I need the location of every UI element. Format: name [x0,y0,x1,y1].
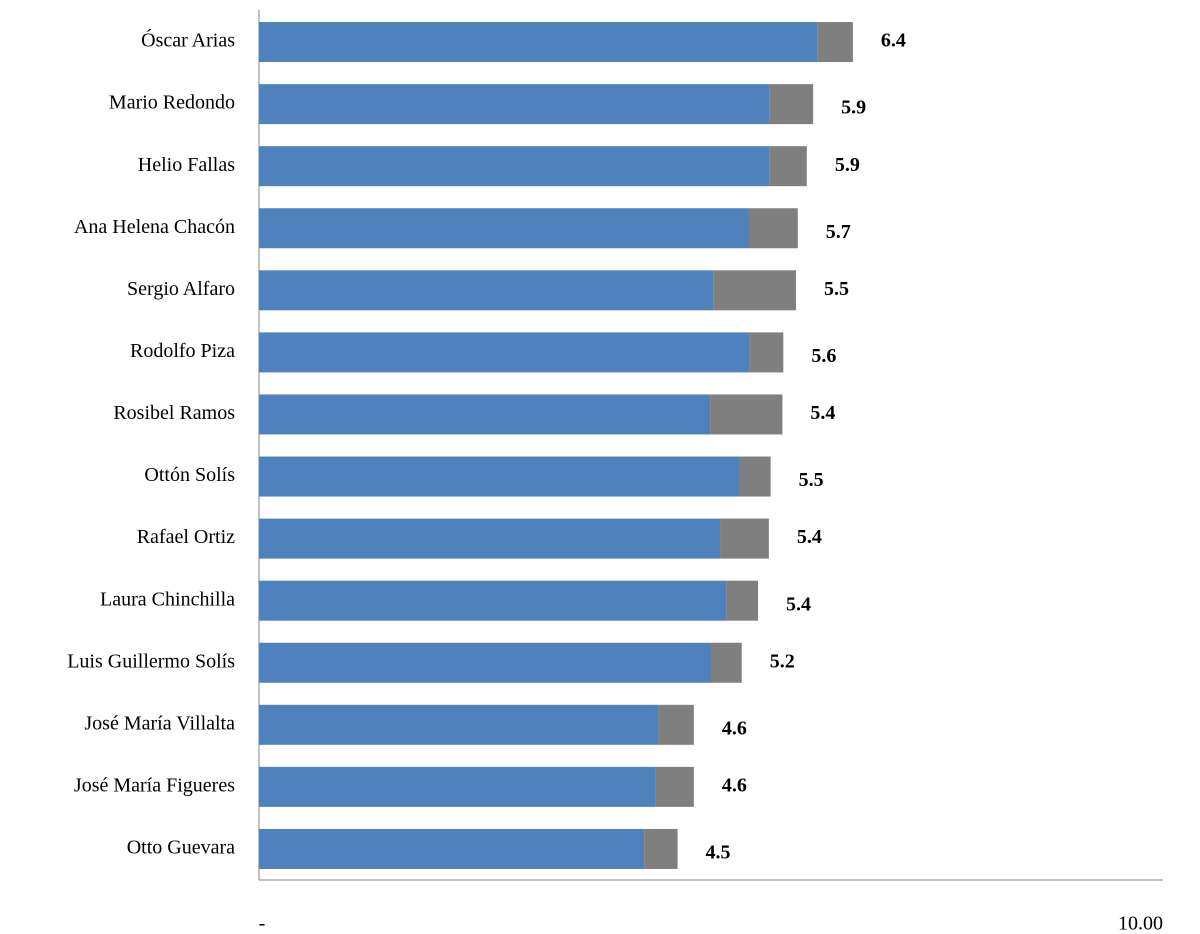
bar-segment [259,766,656,807]
y-tick-label: Rosibel Ramos [113,402,235,424]
bar-segment [644,828,678,869]
bar-segment [769,146,807,187]
y-tick-label: Ottón Solís [144,464,235,486]
data-label: 4.5 [706,842,731,864]
data-label: 5.2 [770,650,795,672]
bar-segment [259,704,659,745]
bar-segment [259,394,711,435]
bar-segment [259,642,711,683]
data-label: 5.7 [826,221,851,243]
bar-segment [726,580,759,621]
y-tick-label: Laura Chinchilla [100,588,235,610]
bar-segment [259,146,770,187]
bar-segment [817,22,853,63]
bar-segment [658,704,694,745]
bar-segment [749,332,784,373]
bar-segment [259,22,818,63]
bar-segment [720,518,769,559]
data-label: 5.4 [786,593,811,615]
data-label: 5.9 [835,154,860,176]
y-tick-label: Rafael Ortiz [137,526,235,548]
bar-segment [655,766,694,807]
y-tick-label: Helio Fallas [138,154,235,176]
data-label: 4.6 [722,774,747,796]
y-tick-label: José María Figueres [74,774,235,796]
bar-segment [259,580,727,621]
data-label: 5.4 [810,402,835,424]
data-label: 6.4 [881,30,906,52]
y-tick-label: Mario Redondo [109,92,235,114]
bar-segment [739,456,771,497]
y-tick-label: Luis Guillermo Solís [67,650,235,672]
y-tick-label: Óscar Arias [141,28,235,52]
data-label: 4.6 [722,717,747,739]
x-tick-label: 10.00 [1118,913,1163,934]
bar-segment [259,518,721,559]
data-label: 5.6 [811,345,836,367]
bar-segment [259,828,645,869]
bar-segment [748,208,798,249]
bar-segment [259,456,740,497]
data-label: 5.5 [799,469,824,491]
bar-segment [769,84,814,125]
data-label: 5.4 [797,526,822,548]
bar-segment [259,332,750,373]
y-tick-label: José María Villalta [84,712,235,734]
bar-segment [713,270,796,311]
bar-segment [259,84,770,125]
data-label: 5.5 [824,278,849,300]
data-label: 5.9 [841,97,866,119]
y-tick-label: Otto Guevara [127,837,235,859]
bar-segment [710,394,783,435]
bar-segment [259,270,714,311]
x-tick-label: - [259,913,266,934]
y-tick-label: Rodolfo Piza [130,340,235,362]
bar-segment [259,208,749,249]
bar-segment [711,642,742,683]
y-tick-label: Ana Helena Chacón [74,216,235,238]
y-tick-label: Sergio Alfaro [127,278,235,300]
